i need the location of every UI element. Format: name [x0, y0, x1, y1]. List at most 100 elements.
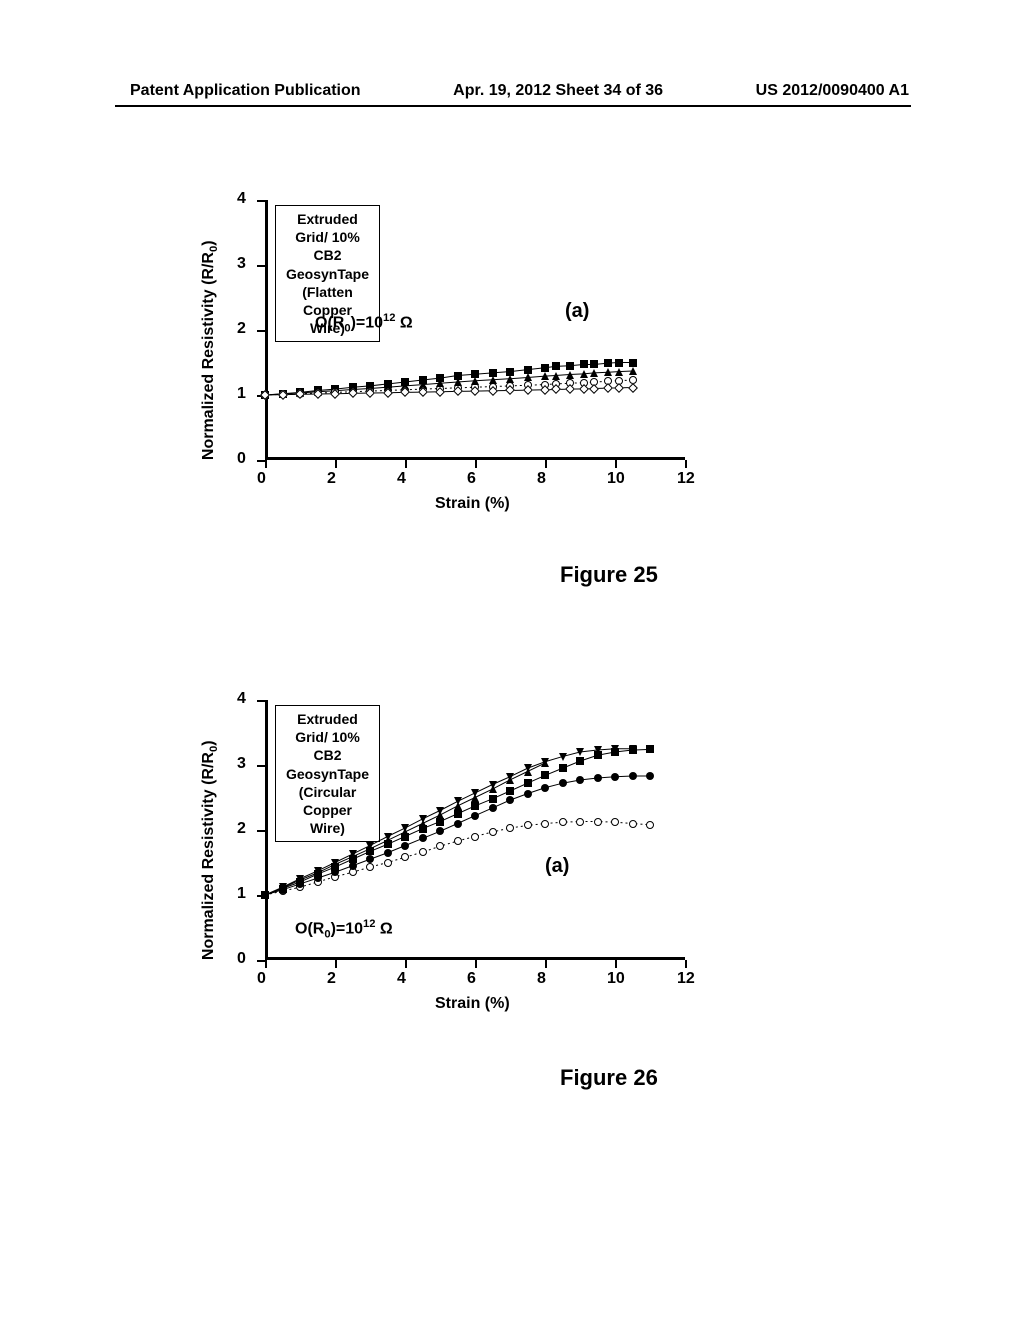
data-marker [506, 824, 514, 832]
data-marker [366, 842, 374, 850]
y-tick-label: 3 [237, 755, 246, 773]
y-tick-label: 0 [237, 950, 246, 968]
data-marker [629, 359, 637, 367]
data-marker [506, 796, 514, 804]
data-marker [489, 376, 497, 384]
x-tick-label: 8 [537, 470, 546, 488]
header-rule [115, 105, 911, 107]
data-marker [384, 849, 392, 857]
y-tick-label: 1 [237, 385, 246, 403]
data-marker [524, 373, 532, 381]
x-tick [685, 960, 687, 968]
header-left: Patent Application Publication [130, 82, 361, 100]
y-tick-label: 4 [237, 690, 246, 708]
x-tick [545, 960, 547, 968]
x-tick-label: 10 [607, 470, 625, 488]
y-tick [257, 330, 265, 332]
data-marker [401, 853, 409, 861]
data-marker [576, 757, 584, 765]
data-marker [489, 804, 497, 812]
data-marker [279, 886, 287, 894]
data-marker [541, 820, 549, 828]
data-marker [611, 818, 619, 826]
data-marker [366, 855, 374, 863]
data-marker [594, 774, 602, 782]
data-marker [454, 797, 462, 805]
x-tick [475, 460, 477, 468]
data-marker [552, 362, 560, 370]
y-tick [257, 265, 265, 267]
chart-title-box: Extruded Grid/ 10% CB2 GeosynTape(Circul… [275, 705, 380, 842]
data-marker [506, 787, 514, 795]
data-marker [576, 776, 584, 784]
data-marker [524, 366, 532, 374]
data-marker [349, 862, 357, 870]
x-tick-label: 10 [607, 970, 625, 988]
x-tick-label: 12 [677, 970, 695, 988]
data-marker [471, 789, 479, 797]
annotation-ohm: O(R0)=1012 Ω [295, 918, 393, 941]
data-marker [489, 781, 497, 789]
x-tick-label: 12 [677, 470, 695, 488]
data-marker [314, 874, 322, 882]
data-marker [436, 807, 444, 815]
y-tick-label: 1 [237, 885, 246, 903]
data-marker [524, 779, 532, 787]
data-marker [384, 833, 392, 841]
x-tick [545, 460, 547, 468]
data-marker [559, 779, 567, 787]
y-tick [257, 700, 265, 702]
data-marker [419, 848, 427, 856]
x-tick-label: 2 [327, 470, 336, 488]
x-tick-label: 8 [537, 970, 546, 988]
x-tick-label: 2 [327, 970, 336, 988]
y-axis-label: Normalized Resistivity (R/R0) [200, 700, 220, 960]
data-marker [594, 818, 602, 826]
data-marker [524, 821, 532, 829]
data-marker [401, 824, 409, 832]
data-marker [566, 362, 574, 370]
data-marker [615, 359, 623, 367]
data-marker [524, 790, 532, 798]
data-marker [541, 372, 549, 380]
data-marker [489, 828, 497, 836]
x-tick-label: 4 [397, 470, 406, 488]
x-tick [335, 960, 337, 968]
y-tick-label: 3 [237, 255, 246, 273]
x-tick [615, 960, 617, 968]
data-marker [471, 802, 479, 810]
y-tick [257, 200, 265, 202]
data-marker [541, 784, 549, 792]
data-marker [590, 360, 598, 368]
data-marker [401, 842, 409, 850]
y-tick-label: 2 [237, 820, 246, 838]
y-tick [257, 460, 265, 462]
data-marker [629, 772, 637, 780]
data-marker [489, 795, 497, 803]
y-tick [257, 765, 265, 767]
x-tick [615, 460, 617, 468]
data-marker [646, 772, 654, 780]
x-tick [265, 460, 267, 468]
x-tick-label: 6 [467, 970, 476, 988]
y-tick [257, 830, 265, 832]
data-marker [629, 820, 637, 828]
data-marker [611, 745, 619, 753]
data-marker [580, 360, 588, 368]
data-marker [541, 364, 549, 372]
data-marker [580, 370, 588, 378]
data-marker [615, 368, 623, 376]
header-right: US 2012/0090400 A1 [756, 82, 909, 100]
data-marker [566, 371, 574, 379]
x-axis-label: Strain (%) [435, 495, 510, 513]
data-marker [559, 753, 567, 761]
data-marker [384, 859, 392, 867]
annotation-ohm: O(R0)=1012 Ω [315, 312, 413, 335]
data-marker [541, 758, 549, 766]
data-marker [559, 818, 567, 826]
data-marker [454, 820, 462, 828]
data-marker [576, 818, 584, 826]
x-tick [685, 460, 687, 468]
x-tick-label: 6 [467, 470, 476, 488]
data-marker [590, 369, 598, 377]
